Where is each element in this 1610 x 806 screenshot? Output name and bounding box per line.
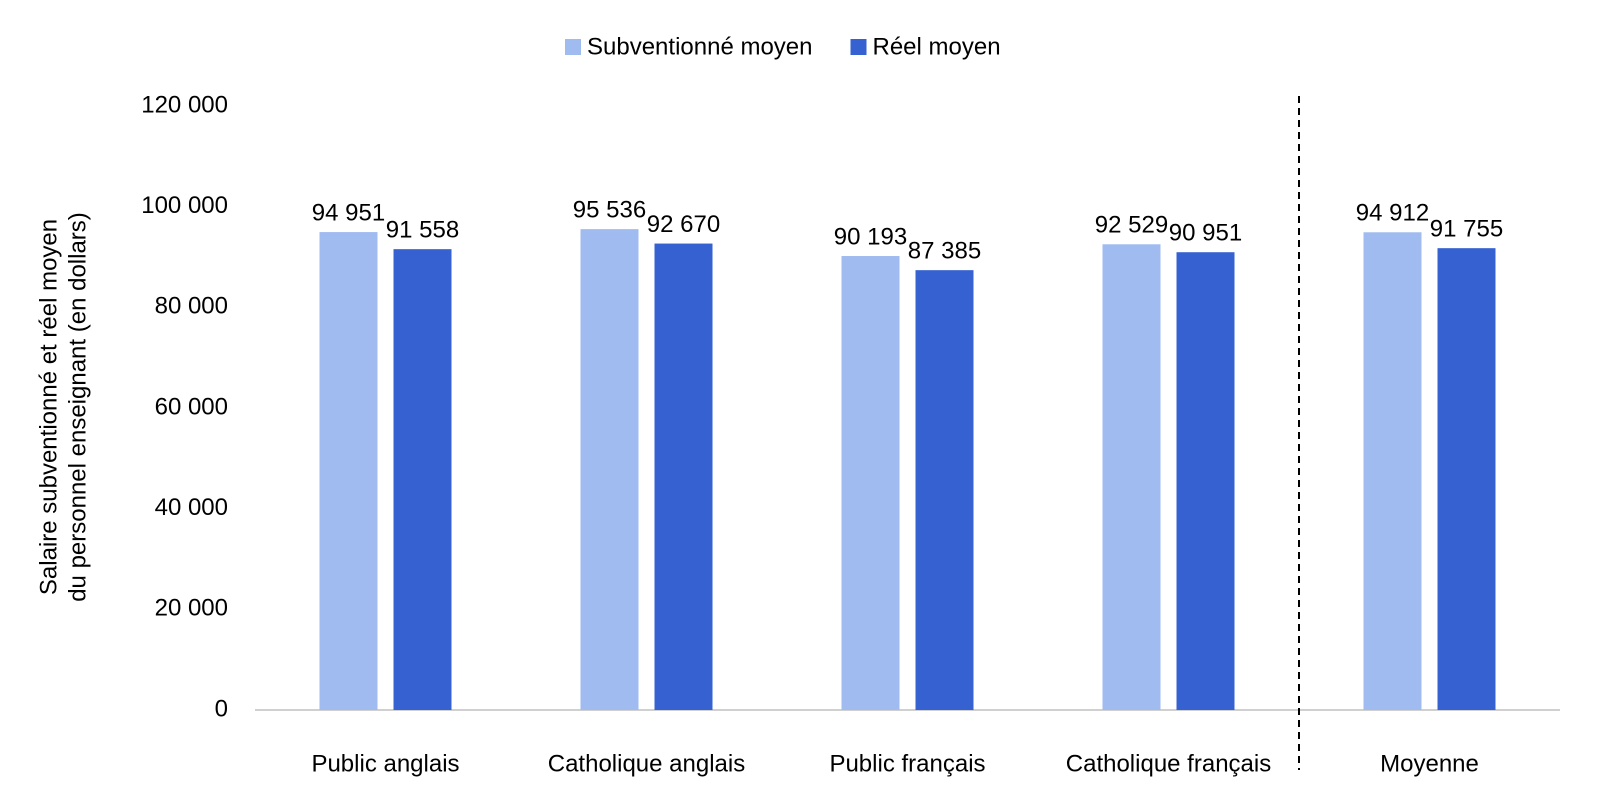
y-tick-label: 40 000 [155, 494, 228, 521]
bar [393, 249, 452, 710]
x-tick-label: Public français [829, 750, 985, 777]
y-tick-label: 120 000 [141, 91, 228, 118]
x-tick-label: Catholique anglais [548, 750, 745, 777]
y-axis-title-line: du personnel enseignant (en dollars) [64, 212, 91, 602]
value-label: 92 670 [647, 211, 720, 238]
value-label: 91 755 [1430, 216, 1503, 243]
x-tick-label: Moyenne [1380, 750, 1479, 777]
legend-swatch [565, 39, 581, 55]
bar [841, 256, 900, 710]
value-label: 90 951 [1169, 220, 1242, 247]
bar [1102, 244, 1161, 711]
y-tick-label: 80 000 [155, 293, 228, 320]
y-axis-title-line: Salaire subventionné et réel moyen [35, 219, 62, 595]
value-label: 91 558 [386, 217, 459, 244]
value-label: 87 385 [908, 238, 981, 265]
legend-label: Réel moyen [873, 33, 1001, 60]
y-tick-label: 0 [215, 695, 228, 722]
bar [1437, 248, 1496, 710]
legend-label: Subventionné moyen [587, 33, 813, 60]
legend-swatch [850, 39, 867, 55]
bar [1363, 232, 1422, 711]
bar [915, 270, 974, 710]
bar [654, 243, 713, 710]
bar [319, 232, 378, 711]
value-label: 95 536 [573, 196, 646, 223]
bar [1176, 252, 1235, 710]
y-tick-label: 60 000 [155, 393, 228, 420]
value-label: 94 951 [312, 199, 385, 226]
y-tick-label: 100 000 [141, 192, 228, 219]
bar [580, 229, 639, 710]
y-tick-label: 20 000 [155, 595, 228, 622]
value-label: 92 529 [1095, 212, 1168, 239]
value-label: 90 193 [834, 223, 907, 250]
x-tick-label: Public anglais [311, 750, 459, 777]
value-label: 94 912 [1356, 200, 1429, 227]
x-tick-label: Catholique français [1066, 750, 1271, 777]
y-axis-title: Salaire subventionné et réel moyen du per… [35, 212, 91, 602]
